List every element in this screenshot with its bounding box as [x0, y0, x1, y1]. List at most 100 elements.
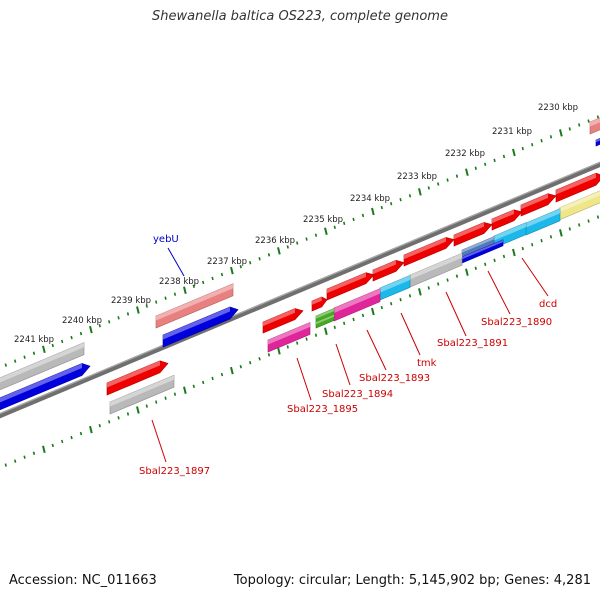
label-leader-line [445, 291, 467, 337]
gene-block-tmk[interactable] [379, 274, 411, 301]
major-tick [230, 366, 234, 375]
major-tick [42, 345, 46, 354]
gene-block-sbal223-1895[interactable] [267, 321, 311, 353]
major-tick [418, 188, 422, 196]
gene-arrow-2235[interactable] [326, 272, 375, 301]
minor-tick [108, 320, 111, 324]
minor-tick [220, 372, 224, 377]
minor-tick [333, 325, 336, 329]
major-tick [183, 286, 187, 295]
kbp-label: 2231 kbp [492, 127, 532, 137]
gene-arrow-2231[interactable] [491, 209, 523, 231]
gene-label: Sbal223_1897 [139, 466, 210, 477]
minor-tick [32, 351, 36, 355]
minor-tick [70, 335, 73, 340]
minor-tick [502, 154, 506, 159]
minor-tick [126, 312, 130, 316]
minor-tick [587, 219, 590, 223]
gene-arrow-yebU[interactable] [162, 306, 239, 348]
minor-tick [117, 416, 120, 420]
minor-tick [333, 225, 336, 229]
minor-tick [61, 339, 64, 344]
label-leader-line [400, 312, 421, 356]
kbp-label: 2234 kbp [350, 194, 390, 204]
major-tick [89, 425, 93, 434]
gene-arrow-2232[interactable] [453, 222, 493, 247]
label-leader-line [487, 270, 511, 315]
major-tick [136, 406, 140, 414]
kbp-label: 2230 kbp [538, 103, 578, 113]
minor-tick [164, 296, 167, 300]
minor-tick [220, 272, 224, 277]
minor-tick [296, 241, 299, 245]
major-tick [230, 266, 234, 275]
label-leader-line [521, 257, 549, 297]
minor-tick [446, 178, 449, 182]
minor-tick [164, 396, 167, 400]
minor-tick [352, 217, 355, 222]
minor-tick [173, 292, 177, 296]
major-tick [559, 129, 563, 137]
label-leader-line [151, 419, 167, 463]
minor-tick [286, 345, 289, 349]
minor-tick [192, 384, 195, 389]
minor-tick [427, 286, 430, 290]
kbp-label: 2240 kbp [62, 316, 102, 326]
major-tick [512, 248, 516, 257]
minor-tick [596, 215, 600, 219]
minor-tick [578, 223, 581, 227]
minor-tick [427, 186, 430, 190]
minor-tick [258, 257, 261, 261]
minor-tick [531, 142, 534, 147]
gene-block-top-salmon[interactable] [589, 116, 600, 135]
gene-arrow-2238[interactable] [106, 360, 169, 396]
gene-label: Sbal223_1895 [287, 404, 358, 415]
gene-arrow-2229[interactable] [555, 172, 600, 203]
major-tick [324, 327, 328, 335]
minor-tick [549, 235, 553, 239]
gene-arrow-2234[interactable] [372, 260, 405, 282]
minor-tick [361, 313, 365, 318]
minor-tick [202, 380, 205, 385]
gene-block-sbal223-1894b[interactable] [315, 314, 335, 329]
minor-tick [531, 242, 534, 247]
gene-arrow-2230[interactable] [520, 193, 557, 217]
minor-tick [343, 321, 346, 326]
gene-label: yebU [153, 234, 179, 245]
kbp-label: 2241 kbp [14, 335, 54, 345]
gene-block-sbal223-1897[interactable] [109, 374, 175, 415]
minor-tick [14, 459, 17, 463]
minor-tick [408, 294, 412, 298]
gene-block-left-gray[interactable] [0, 342, 85, 394]
major-tick [371, 307, 375, 316]
gene-arrow-2237[interactable] [262, 308, 304, 334]
major-tick [324, 227, 328, 235]
minor-tick [51, 443, 54, 448]
accession-text: Accession: NC_011663 [9, 573, 157, 588]
minor-tick [352, 317, 355, 322]
gene-arrow-2236[interactable] [311, 296, 328, 312]
gene-block-top-blue[interactable] [595, 137, 600, 147]
gene-arrow-2233[interactable] [403, 237, 455, 267]
minor-tick [437, 182, 440, 186]
minor-tick [390, 301, 393, 306]
minor-tick [540, 139, 543, 143]
minor-tick [258, 357, 261, 361]
kbp-label: 2233 kbp [397, 172, 437, 182]
label-leader-line [296, 357, 312, 401]
minor-tick [549, 135, 553, 139]
genome-backbone [0, 161, 600, 419]
minor-tick [474, 166, 477, 170]
minor-tick [521, 146, 524, 151]
minor-tick [32, 451, 36, 455]
gene-arrow-left-blue[interactable] [0, 363, 91, 414]
minor-tick [267, 253, 271, 257]
minor-tick [568, 227, 571, 231]
minor-tick [437, 282, 440, 286]
minor-tick [98, 324, 101, 328]
minor-tick [4, 363, 7, 367]
major-tick [465, 168, 469, 176]
gene-block-cyan[interactable] [525, 208, 561, 236]
minor-tick [446, 278, 449, 282]
gene-block-yebU[interactable] [155, 283, 234, 329]
